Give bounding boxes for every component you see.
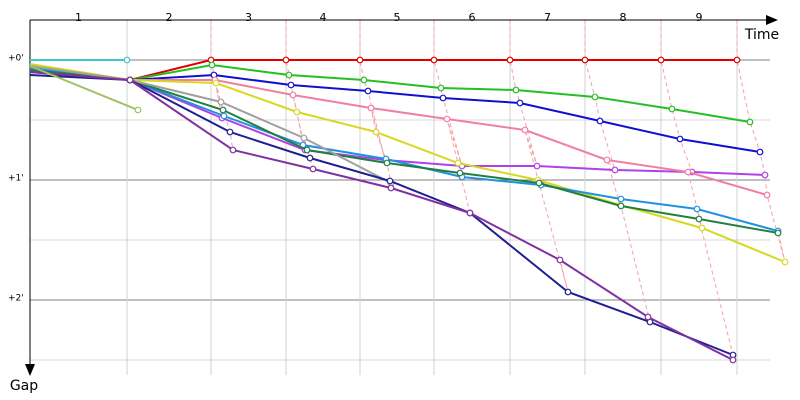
series-point [285,71,293,79]
series-line [29,67,779,232]
series-point [729,356,737,364]
series-point [512,86,520,94]
series-point [287,81,295,89]
series-point [516,99,524,107]
y-tick-label: +2' [8,294,24,304]
lap-line [433,20,471,214]
series-point [356,56,364,64]
series-point [309,165,317,173]
series-point [289,91,297,99]
series-line [29,69,779,234]
series-point [383,159,391,167]
series-point [695,215,703,223]
series-line [29,65,768,196]
y-tick-label: +0' [8,54,24,64]
series-point [212,79,220,87]
series-line [29,74,734,356]
series-point [217,98,225,106]
series-line [29,71,734,361]
series-point [535,179,543,187]
series-point [437,84,445,92]
series-point [303,146,311,154]
series-point [454,159,462,167]
series-point [657,56,665,64]
series-point [456,169,464,177]
series-point [763,191,771,199]
y-axis-arrow [25,364,35,376]
series-point [611,166,619,174]
series-point [564,288,572,296]
lap-label: 9 [696,11,703,24]
series-point [430,56,438,64]
series-line [29,64,766,176]
series-point [591,93,599,101]
series-point [443,115,451,123]
series-point [668,105,676,113]
y-tick-label: +1' [8,174,24,184]
series-point [300,134,308,142]
series-point [774,229,782,237]
series-point [756,148,764,156]
series-point [581,56,589,64]
series-line [29,65,139,111]
series-point [521,126,529,134]
series-point [208,61,216,69]
series-point [644,313,652,321]
lap-label: 3 [245,11,252,24]
series-point [693,205,701,213]
series-point [306,154,314,162]
series-point [603,156,611,164]
series-point [684,168,692,176]
series-point [226,128,234,136]
lap-line [584,20,651,323]
series-point [781,258,789,266]
series-point [360,76,368,84]
series-point [229,146,237,154]
series-point [596,117,604,125]
lap-label: 1 [75,11,82,24]
series-point [676,135,684,143]
series-point [126,76,134,84]
series-point [372,128,380,136]
series-point [220,112,228,120]
series-line [29,71,761,153]
series-point [533,162,541,170]
series-point [219,106,227,114]
series-point [761,171,769,179]
series-point [617,195,625,203]
series-line [29,63,751,123]
x-axis-label: Time [744,27,779,43]
series-point [123,56,131,64]
series-point [134,106,142,114]
series-point [746,118,754,126]
series-point [466,209,474,217]
series-point [698,224,706,232]
series-point [439,94,447,102]
lap-label: 4 [320,11,327,24]
lap-label: 5 [394,11,401,24]
lap-label: 8 [620,11,627,24]
series-point [387,184,395,192]
series-point [556,256,564,264]
series-point [506,56,514,64]
lap-label: 2 [166,11,173,24]
x-axis-arrow [766,15,778,25]
series-line [29,59,737,82]
lap-line [660,20,734,360]
series-point [733,56,741,64]
series-point [293,108,301,116]
series-point [386,177,394,185]
series-point [367,104,375,112]
series-point [617,202,625,210]
series-point [364,87,372,95]
series-point [282,56,290,64]
lap-label: 7 [544,11,551,24]
y-axis-label: Gap [10,378,38,394]
series-line [29,63,786,263]
lap-line [736,20,786,263]
lap-label: 6 [469,11,476,24]
